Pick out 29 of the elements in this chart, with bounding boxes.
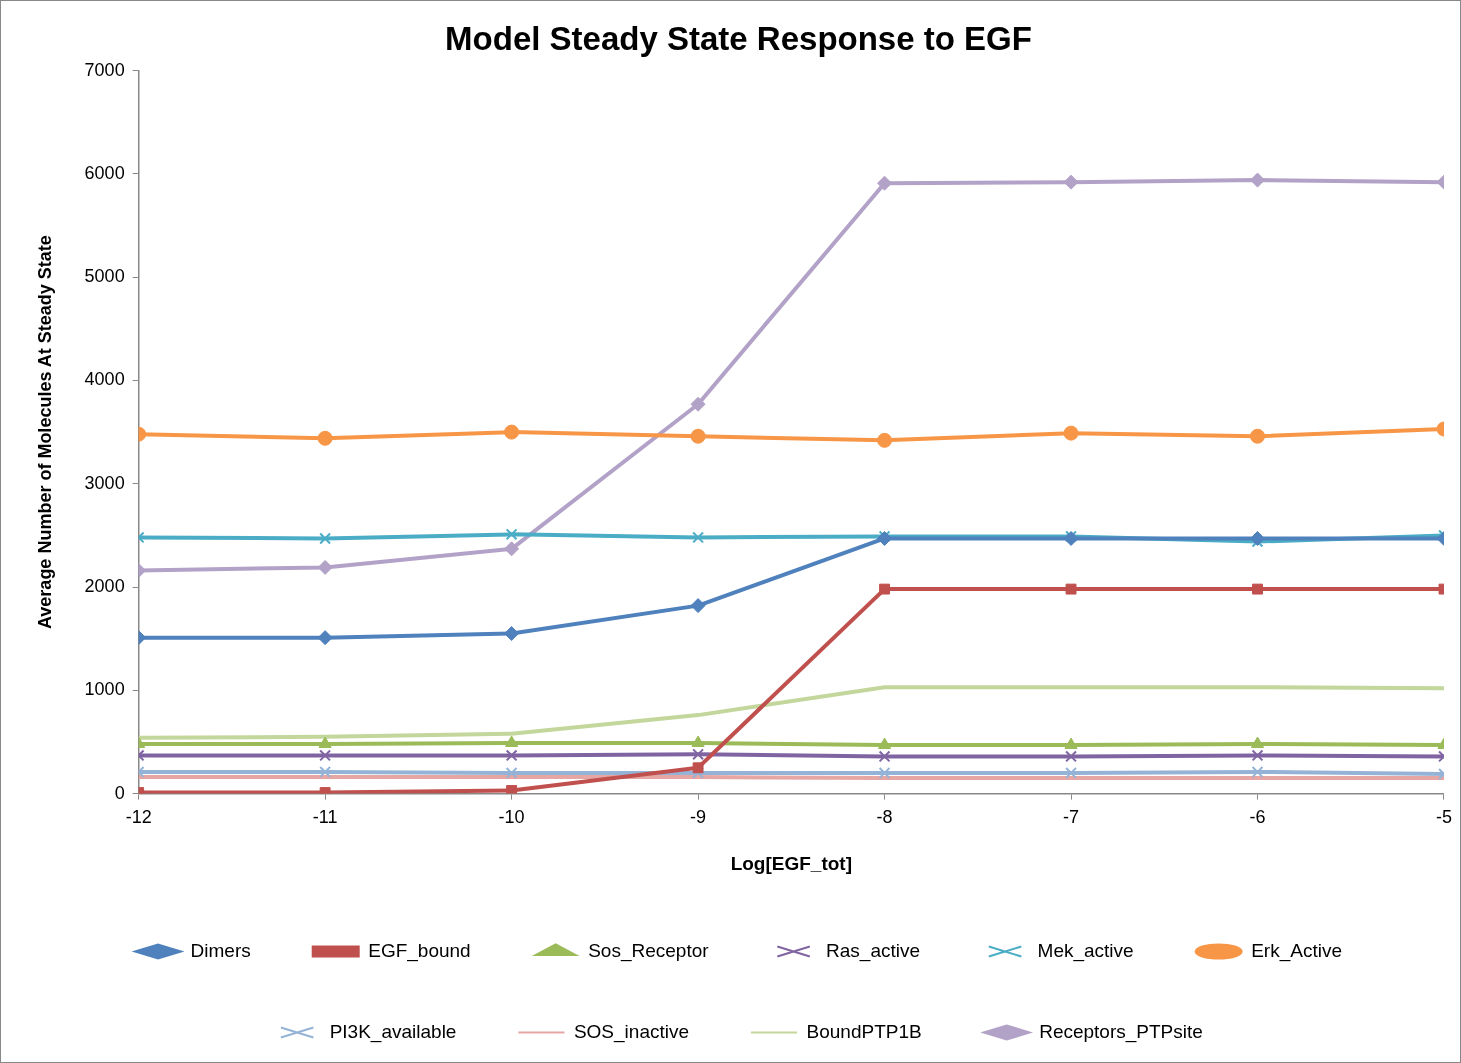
y-tick-label: 7000	[84, 59, 125, 80]
x-tick-label: -10	[498, 807, 525, 828]
x-tick-label: -6	[1249, 807, 1266, 828]
legend-label: PI3K_available	[329, 1020, 457, 1043]
y-tick-label: 1000	[84, 679, 125, 700]
legend-label: Ras_active	[826, 939, 921, 962]
x-tick-label: -9	[690, 807, 707, 828]
y-tick-label: 5000	[84, 266, 125, 287]
y-axis-title: Average Number of Molecules At Steady State	[34, 235, 55, 629]
legend-label: Mek_active	[1037, 939, 1134, 962]
chart-title: Model Steady State Response to EGF	[445, 19, 1032, 57]
x-tick-label: -11	[312, 807, 338, 828]
y-tick-label: 6000	[84, 162, 125, 183]
y-tick-label: 4000	[84, 369, 125, 390]
y-tick-label: 0	[114, 782, 125, 803]
legend-label: Sos_Receptor	[588, 939, 710, 962]
legend-label: Dimers	[190, 939, 251, 961]
x-tick-label: -7	[1063, 807, 1080, 828]
legend-label: SOS_inactive	[573, 1020, 690, 1043]
x-tick-label: -5	[1435, 807, 1453, 828]
legend-label: Erk_Active	[1251, 939, 1342, 962]
legend-label: Receptors_PTPsite	[1039, 1020, 1203, 1043]
y-tick-label: 3000	[84, 472, 125, 493]
legend-label: EGF_bound	[368, 939, 471, 962]
y-tick-label: 2000	[84, 576, 125, 596]
x-axis-title: Log[EGF_tot]	[730, 852, 852, 874]
legend-label: BoundPTP1B	[806, 1020, 922, 1042]
x-tick-label: -8	[876, 807, 893, 828]
x-tick-label: -12	[125, 807, 152, 828]
